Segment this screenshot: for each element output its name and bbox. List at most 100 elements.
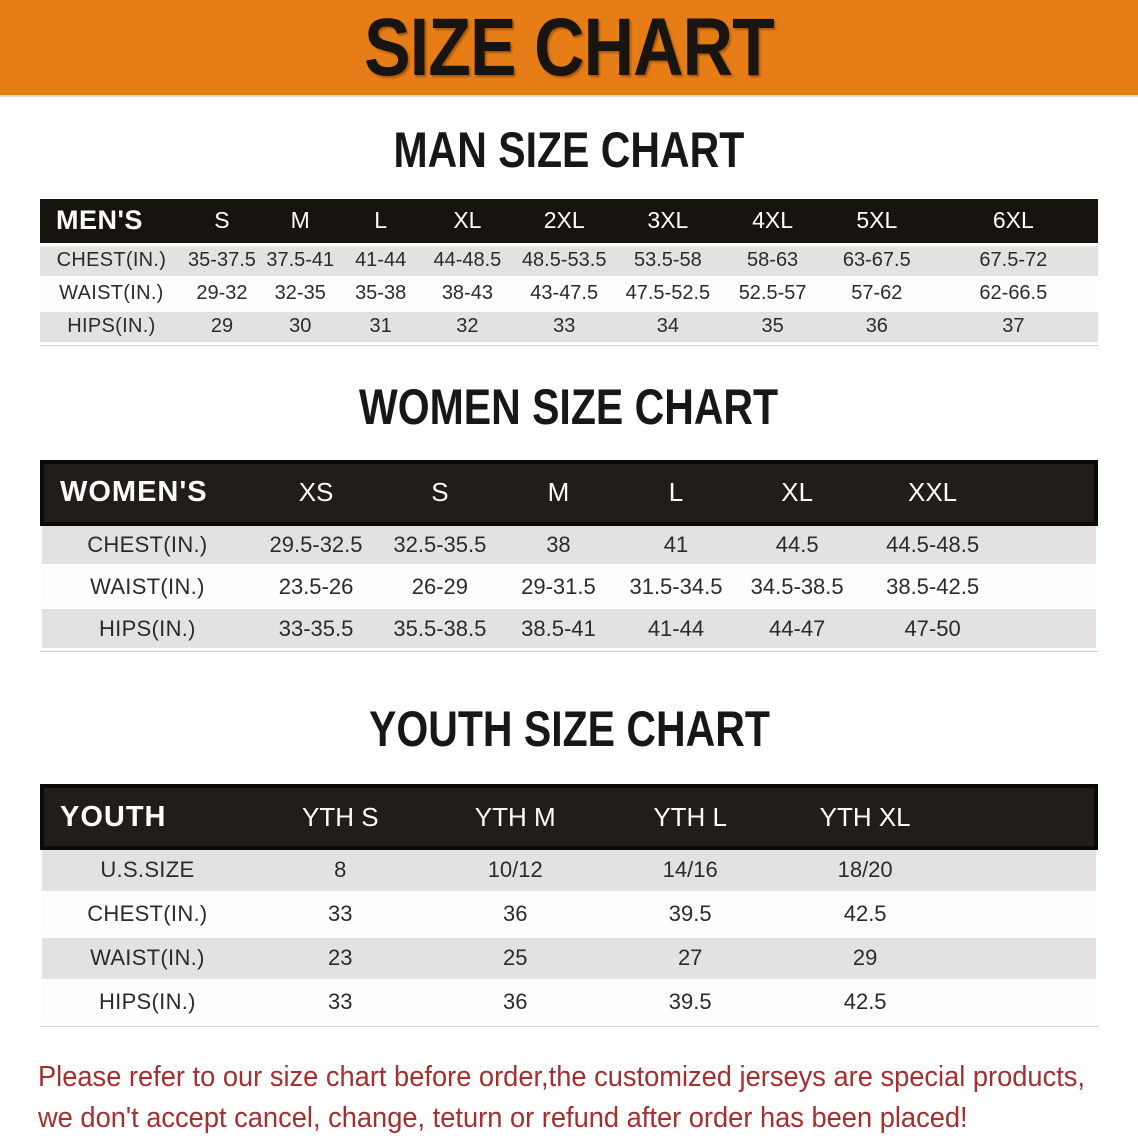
disclaimer-line-1: Please refer to our size chart before or…	[38, 1060, 1085, 1093]
column-header: M	[500, 459, 617, 526]
column-header: 6XL	[928, 199, 1098, 246]
column-header: XS	[252, 459, 380, 526]
column-header: YTH L	[602, 784, 778, 850]
table-row: WAIST(IN.) 23.5-26 26-29 29-31.5 31.5-34.5 34…	[42, 565, 1096, 609]
size-value: 34.5-38.5	[735, 565, 859, 609]
size-value: 58-63	[720, 244, 825, 279]
row-label: WAIST(IN.)	[42, 936, 253, 982]
men-size-section: MAN SIZE CHART MEN'S S M L XL 2XL 3XL 4XL 5XL 6XL…	[0, 125, 1138, 346]
size-value: 18/20	[777, 848, 953, 894]
size-value: 29-32	[182, 277, 262, 312]
header-row: MEN'S S M L XL 2XL 3XL 4XL 5XL 6XL	[40, 199, 1098, 246]
column-header: XXL	[858, 459, 1007, 526]
size-value: 23.5-26	[252, 565, 380, 609]
size-value: 48.5-53.5	[512, 244, 616, 279]
size-value: 29	[777, 936, 953, 982]
table-row: WAIST(IN.) 23 25 27 29	[42, 936, 1096, 982]
table-row: CHEST(IN.) 35-37.5 37.5-41 41-44 44-48.5 48.5…	[40, 244, 1098, 279]
size-value: 37.5-41	[261, 244, 340, 279]
size-value: 37	[928, 310, 1098, 345]
size-value: 35	[720, 310, 825, 345]
column-header: S	[182, 199, 262, 246]
women-size-table-wrap: WOMEN'S XS S M L XL XXL CHEST(IN.) 29.5-32.5 32.…	[40, 459, 1098, 652]
size-value: 36	[824, 310, 929, 345]
table-corner-label: MEN'S	[40, 199, 183, 246]
row-label: HIPS(IN.)	[40, 310, 183, 345]
men-size-table: MEN'S S M L XL 2XL 3XL 4XL 5XL 6XL CHEST(IN.) 35-3…	[40, 199, 1098, 345]
row-label: HIPS(IN.)	[42, 607, 253, 651]
size-value: 31	[339, 310, 422, 345]
disclaimer-line-2: we don't accept cancel, change, teturn o…	[38, 1101, 968, 1134]
size-value: 33-35.5	[252, 607, 380, 651]
men-size-table-wrap: MEN'S S M L XL 2XL 3XL 4XL 5XL 6XL CHEST(IN.) 35-3…	[40, 199, 1098, 346]
column-header: 2XL	[512, 199, 616, 246]
size-value: 33	[512, 310, 616, 345]
size-value: 44-48.5	[421, 244, 513, 279]
youth-section-title: YOUTH SIZE CHART	[0, 704, 1138, 754]
row-label: CHEST(IN.)	[42, 892, 253, 938]
size-value: 38	[500, 523, 617, 567]
size-value: 39.5	[602, 980, 778, 1026]
banner-title: SIZE CHART	[364, 1, 775, 93]
table-row: HIPS(IN.) 33 36 39.5 42.5	[42, 980, 1096, 1026]
size-value: 14/16	[602, 848, 778, 894]
women-section-title-text: WOMEN SIZE CHART	[359, 378, 779, 435]
size-value: 32.5-35.5	[379, 523, 501, 567]
row-label: WAIST(IN.)	[40, 277, 183, 312]
disclaimer-text: Please refer to our size chart before or…	[38, 1057, 1100, 1139]
row-label: CHEST(IN.)	[40, 244, 183, 279]
women-size-section: WOMEN SIZE CHART WOMEN'S XS S M L XL XXL CHEST…	[0, 378, 1138, 652]
row-label: WAIST(IN.)	[42, 565, 253, 609]
column-header: YTH XL	[777, 784, 953, 850]
row-spacer	[952, 848, 1096, 894]
size-value: 38-43	[421, 277, 513, 312]
size-value: 38.5-41	[500, 607, 617, 651]
size-value: 53.5-58	[615, 244, 721, 279]
size-value: 32-35	[261, 277, 340, 312]
table-row: CHEST(IN.) 29.5-32.5 32.5-35.5 38 41 44.5 44.5…	[42, 523, 1096, 567]
size-value: 67.5-72	[928, 244, 1098, 279]
table-row: HIPS(IN.) 33-35.5 35.5-38.5 38.5-41 41-44 44-…	[42, 607, 1096, 651]
size-value: 30	[261, 310, 340, 345]
column-header: 5XL	[824, 199, 929, 246]
size-value: 36	[427, 892, 603, 938]
row-label: U.S.SIZE	[42, 848, 253, 894]
row-label: HIPS(IN.)	[42, 980, 253, 1026]
size-value: 57-62	[824, 277, 929, 312]
size-value: 36	[427, 980, 603, 1026]
column-header: YTH S	[252, 784, 428, 850]
size-value: 33	[252, 892, 428, 938]
row-spacer	[1006, 523, 1096, 567]
size-value: 47.5-52.5	[615, 277, 721, 312]
column-header: 3XL	[615, 199, 721, 246]
size-value: 43-47.5	[512, 277, 616, 312]
size-value: 29	[182, 310, 262, 345]
size-value: 38.5-42.5	[858, 565, 1007, 609]
women-size-table: WOMEN'S XS S M L XL XXL CHEST(IN.) 29.5-32.5 32.…	[40, 459, 1098, 651]
size-value: 41-44	[339, 244, 422, 279]
youth-size-table: YOUTH YTH S YTH M YTH L YTH XL U.S.SIZE 8 10/1…	[40, 784, 1099, 1026]
header-spacer	[1006, 459, 1098, 526]
size-value: 10/12	[427, 848, 603, 894]
men-section-title: MAN SIZE CHART	[0, 125, 1138, 175]
header-spacer	[952, 784, 1099, 850]
size-value: 31.5-34.5	[616, 565, 736, 609]
size-value: 35-37.5	[182, 244, 262, 279]
table-row: U.S.SIZE 8 10/12 14/16 18/20	[42, 848, 1096, 894]
column-header: XL	[735, 459, 859, 526]
size-value: 35.5-38.5	[379, 607, 501, 651]
size-chart-banner: SIZE CHART	[0, 0, 1138, 97]
size-value: 44.5	[735, 523, 859, 567]
table-corner-label: WOMEN'S	[40, 459, 253, 526]
size-value: 29.5-32.5	[252, 523, 380, 567]
size-value: 41-44	[616, 607, 736, 651]
size-value: 63-67.5	[824, 244, 929, 279]
men-section-title-text: MAN SIZE CHART	[393, 122, 745, 178]
column-header: S	[379, 459, 501, 526]
row-spacer	[1006, 607, 1096, 651]
size-value: 32	[421, 310, 513, 345]
row-spacer	[952, 892, 1096, 938]
size-value: 41	[616, 523, 736, 567]
row-spacer	[952, 980, 1096, 1026]
size-value: 23	[252, 936, 428, 982]
